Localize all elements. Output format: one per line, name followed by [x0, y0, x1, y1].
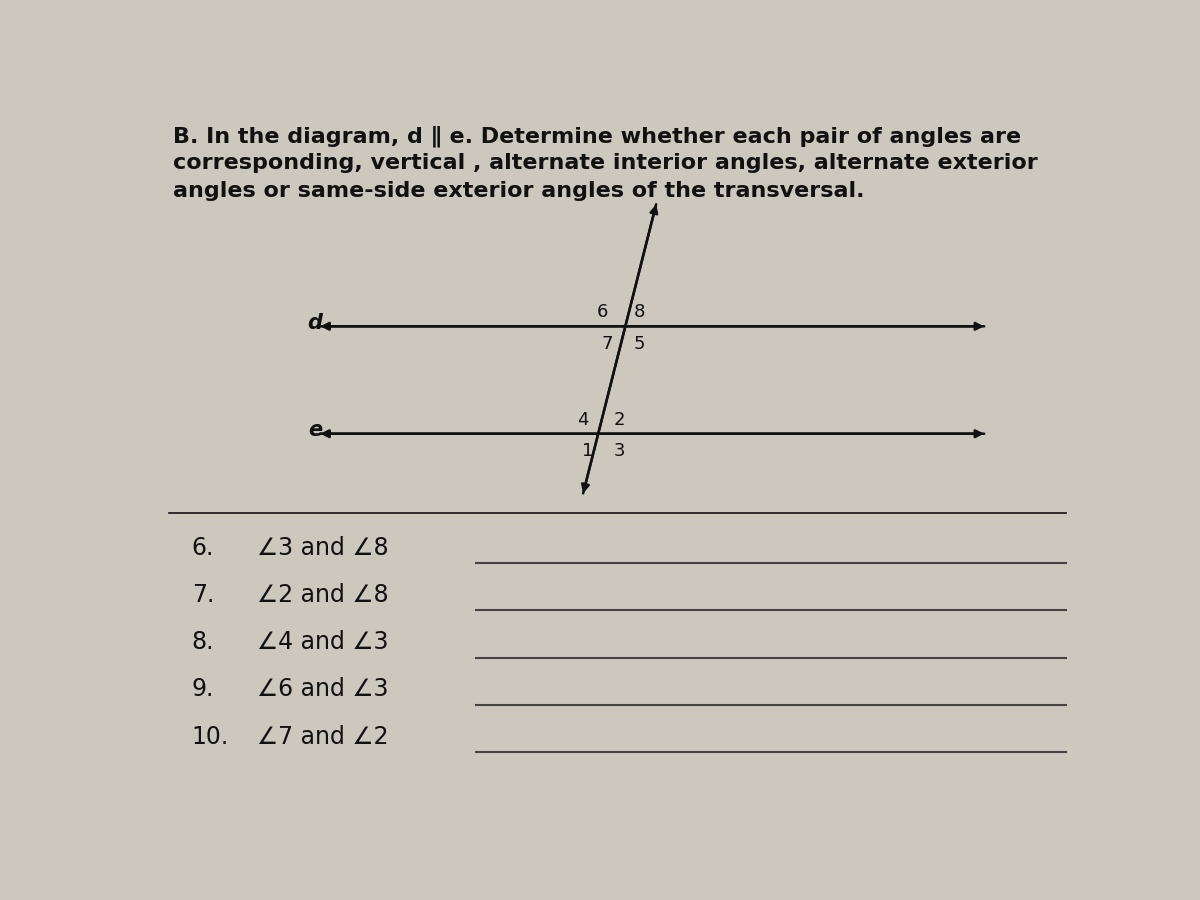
Text: 3: 3 [614, 442, 625, 460]
Text: 10.: 10. [192, 724, 229, 749]
Text: d: d [307, 313, 322, 333]
Text: 1: 1 [582, 442, 594, 460]
Text: e: e [308, 420, 322, 440]
Text: 5: 5 [634, 335, 644, 353]
Text: 7.: 7. [192, 583, 215, 608]
Text: ∠4 and ∠3: ∠4 and ∠3 [257, 630, 389, 654]
Text: 8.: 8. [192, 630, 215, 654]
Text: ∠7 and ∠2: ∠7 and ∠2 [257, 724, 389, 749]
Text: ∠6 and ∠3: ∠6 and ∠3 [257, 678, 389, 701]
Text: 4: 4 [577, 410, 588, 428]
Text: ∠3 and ∠8: ∠3 and ∠8 [257, 536, 389, 560]
Text: 9.: 9. [192, 678, 215, 701]
Text: corresponding, vertical , alternate interior angles, alternate exterior: corresponding, vertical , alternate inte… [173, 153, 1038, 173]
Text: B. In the diagram, d ∥ e. Determine whether each pair of angles are: B. In the diagram, d ∥ e. Determine whet… [173, 125, 1021, 147]
Text: 6.: 6. [192, 536, 215, 560]
Text: ∠2 and ∠8: ∠2 and ∠8 [257, 583, 389, 608]
Text: 2: 2 [614, 410, 625, 428]
Text: 7: 7 [602, 335, 613, 353]
Text: angles or same-side exterior angles of the transversal.: angles or same-side exterior angles of t… [173, 181, 865, 201]
Text: 8: 8 [634, 303, 644, 321]
Text: 6: 6 [596, 303, 607, 321]
